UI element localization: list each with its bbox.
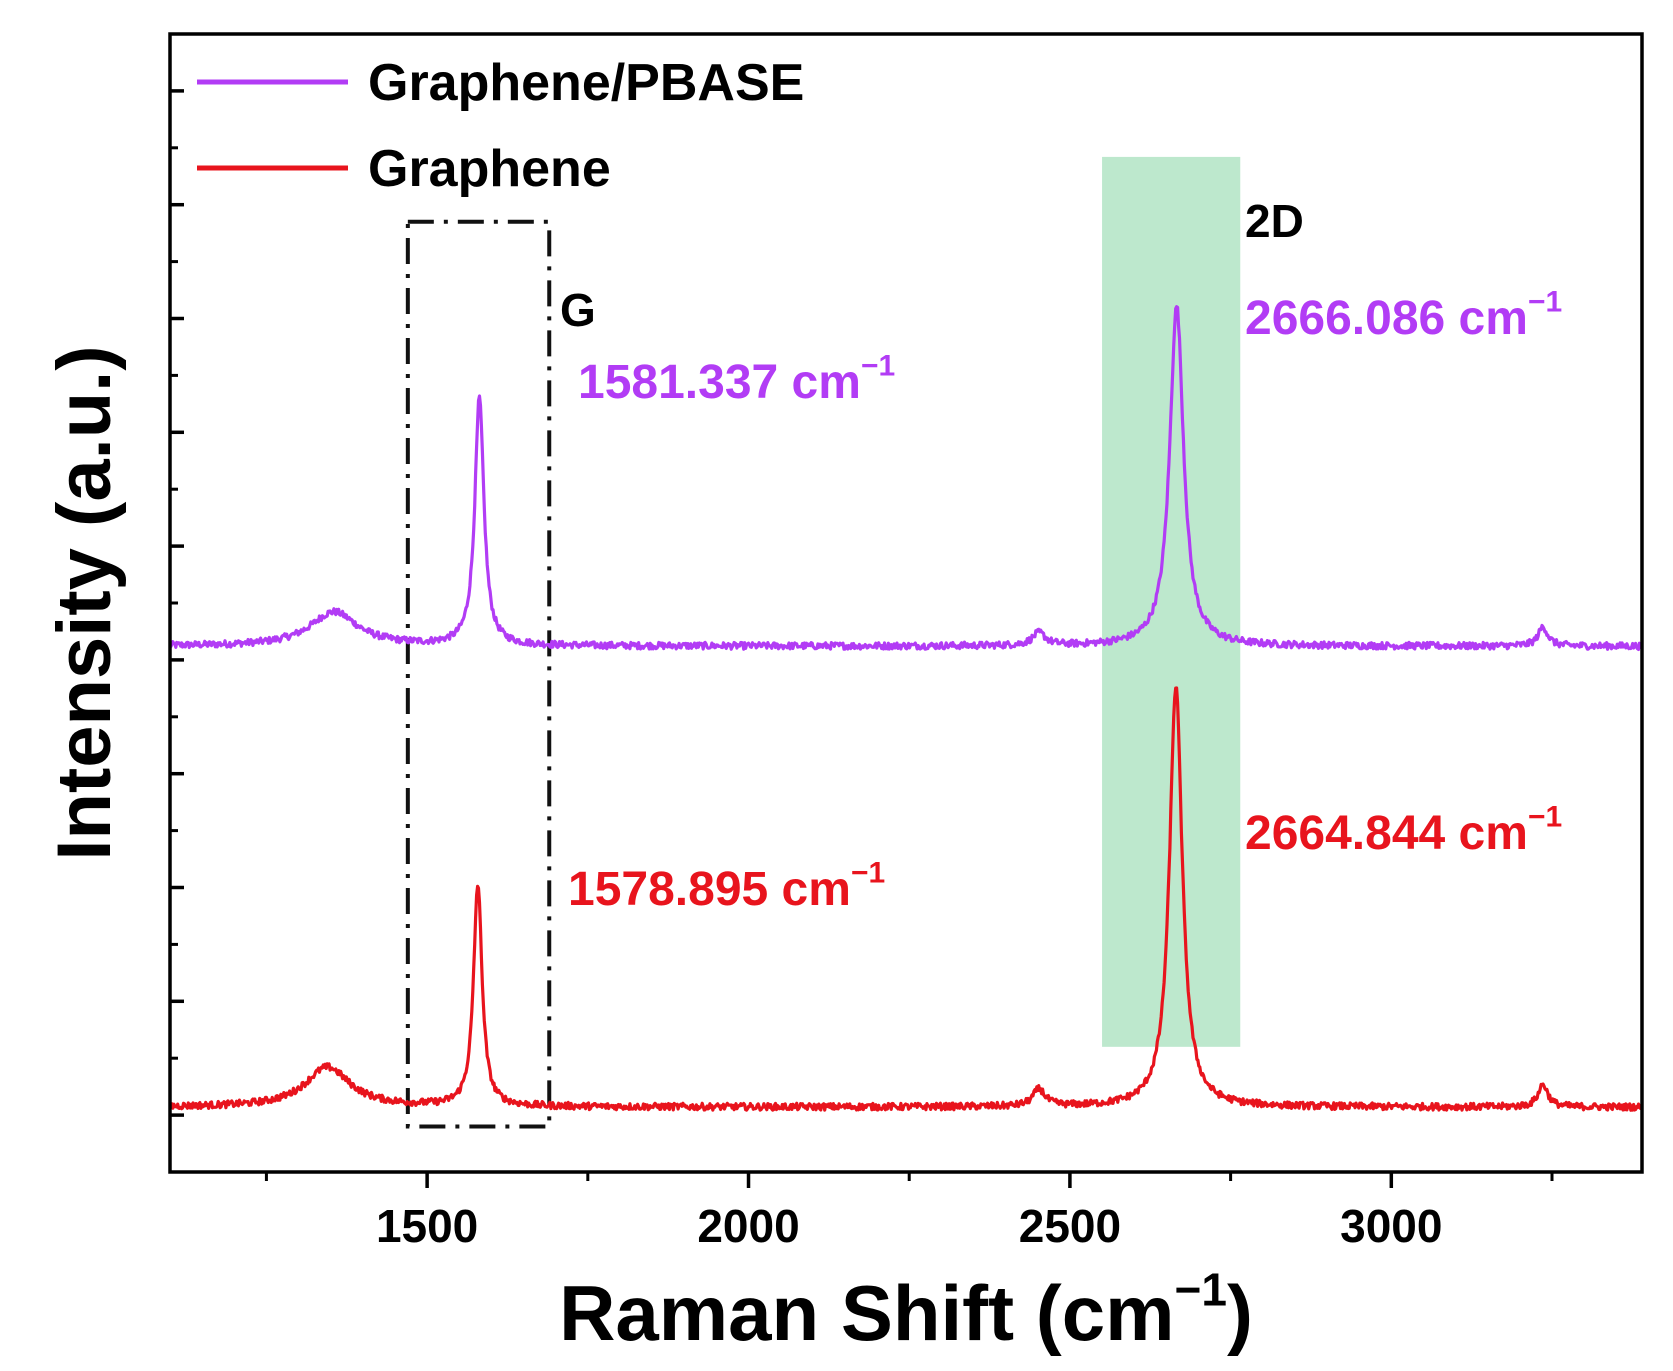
peak-value-label: 1581.337 cm−1 [578, 350, 895, 410]
series-line-graphene-pbase [168, 305, 1643, 652]
legend-label: Graphene/PBASE [368, 54, 804, 112]
d2-peak-label: 2D [1245, 195, 1304, 247]
x-tick-label: 1500 [376, 1200, 478, 1252]
x-tick-label: 3000 [1340, 1200, 1442, 1252]
x-tick-label: 2500 [1019, 1200, 1121, 1252]
x-axis-label: Raman Shift (cm−1) [559, 1264, 1253, 1358]
g-peak-label: G [560, 284, 596, 336]
legend-label: Graphene [368, 140, 611, 198]
peak-value-label: 1578.895 cm−1 [568, 857, 885, 917]
y-axis-label: Intensity (a.u.) [42, 345, 127, 860]
g-peak-box [405, 219, 552, 1129]
peak-value-label: 2666.086 cm−1 [1245, 286, 1562, 346]
series-line-graphene [168, 686, 1643, 1112]
x-tick-label: 2000 [697, 1200, 799, 1252]
peak-value-label: 2664.844 cm−1 [1245, 801, 1562, 861]
d2-band [1102, 156, 1241, 1047]
plot-frame [168, 32, 1644, 1174]
